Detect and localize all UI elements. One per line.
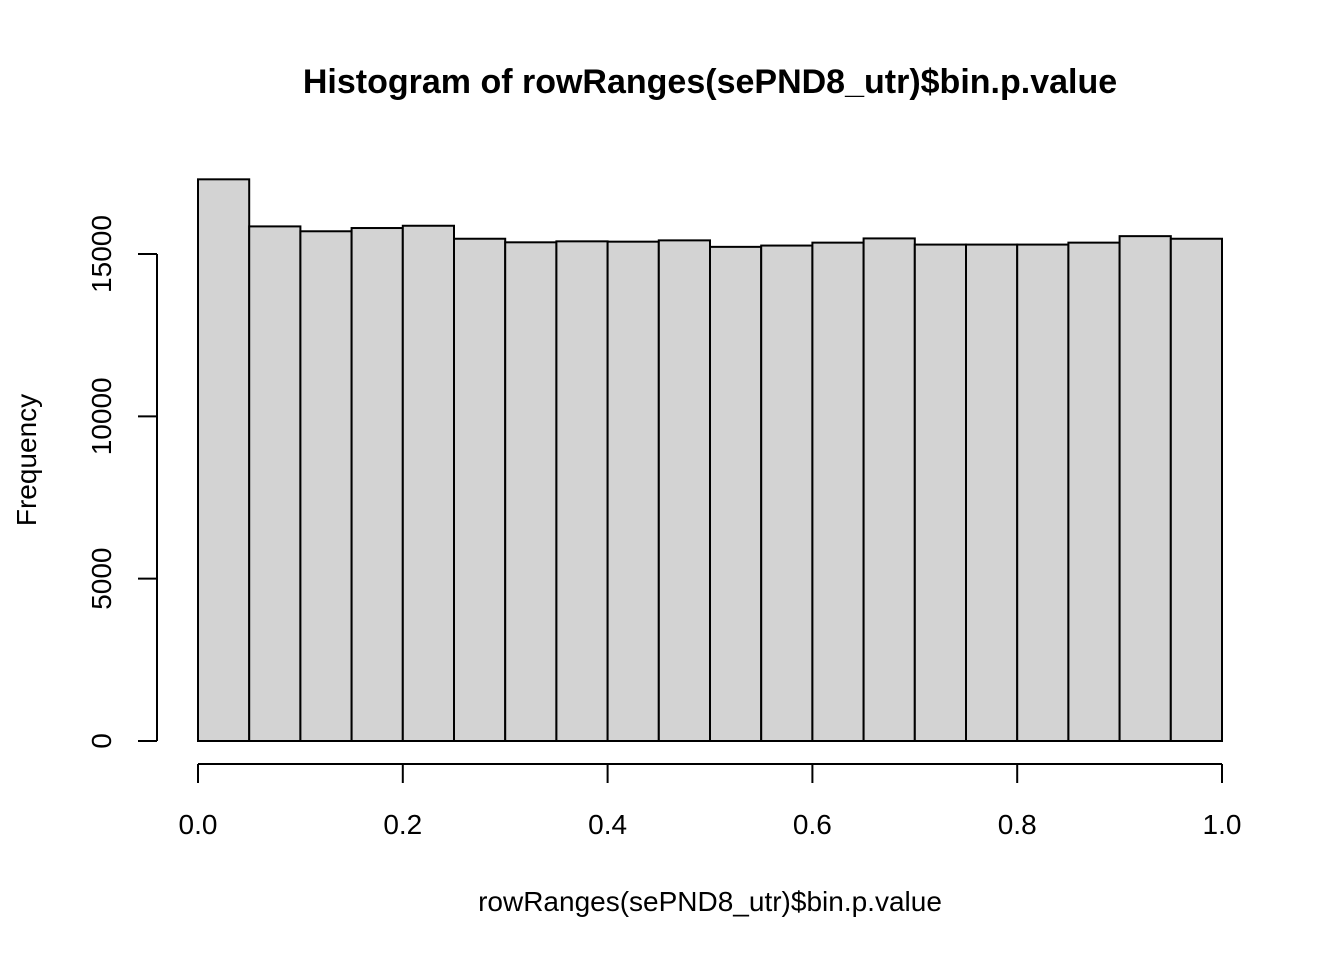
histogram-bar (606, 240, 660, 743)
x-tick-label: 0.4 (588, 809, 627, 840)
histogram-bar (709, 245, 763, 742)
y-axis-label: Frequency (11, 394, 42, 526)
y-axis: 0 5000 10000 15000 (86, 215, 158, 749)
histogram-bar (555, 240, 609, 742)
x-tick-label: 0.8 (998, 809, 1037, 840)
y-tick-label: 10000 (86, 377, 117, 455)
histogram-bar (1067, 241, 1121, 743)
histogram-bar (248, 225, 302, 743)
histogram-bar (350, 227, 404, 742)
histogram-bar (657, 239, 711, 742)
histogram-bar (862, 237, 916, 743)
histogram-bar (401, 224, 455, 742)
histogram-bar (1118, 235, 1172, 742)
x-tick-label: 0.6 (793, 809, 832, 840)
chart-title: Histogram of rowRanges(sePND8_utr)$bin.p… (303, 63, 1117, 101)
histogram-bar (1016, 243, 1070, 743)
x-axis: 0.0 0.2 0.4 0.6 0.8 1.0 (179, 763, 1242, 840)
histogram-bar (197, 178, 251, 742)
y-tick-label: 0 (86, 733, 117, 749)
x-tick-label: 0.0 (179, 809, 218, 840)
x-axis-label: rowRanges(sePND8_utr)$bin.p.value (478, 886, 942, 917)
histogram-bar (504, 241, 558, 742)
histogram-bar (965, 243, 1019, 743)
histogram-bar (811, 241, 865, 743)
histogram-bar (299, 230, 353, 742)
histogram-bar (760, 244, 814, 743)
histogram-bars (197, 178, 1224, 743)
histogram-bar (913, 243, 967, 743)
y-tick-label: 5000 (86, 548, 117, 610)
y-tick-label: 15000 (86, 215, 117, 293)
histogram-bar (453, 237, 507, 742)
histogram-bar (1169, 237, 1224, 742)
x-tick-label: 0.2 (383, 809, 422, 840)
x-tick-label: 1.0 (1203, 809, 1242, 840)
